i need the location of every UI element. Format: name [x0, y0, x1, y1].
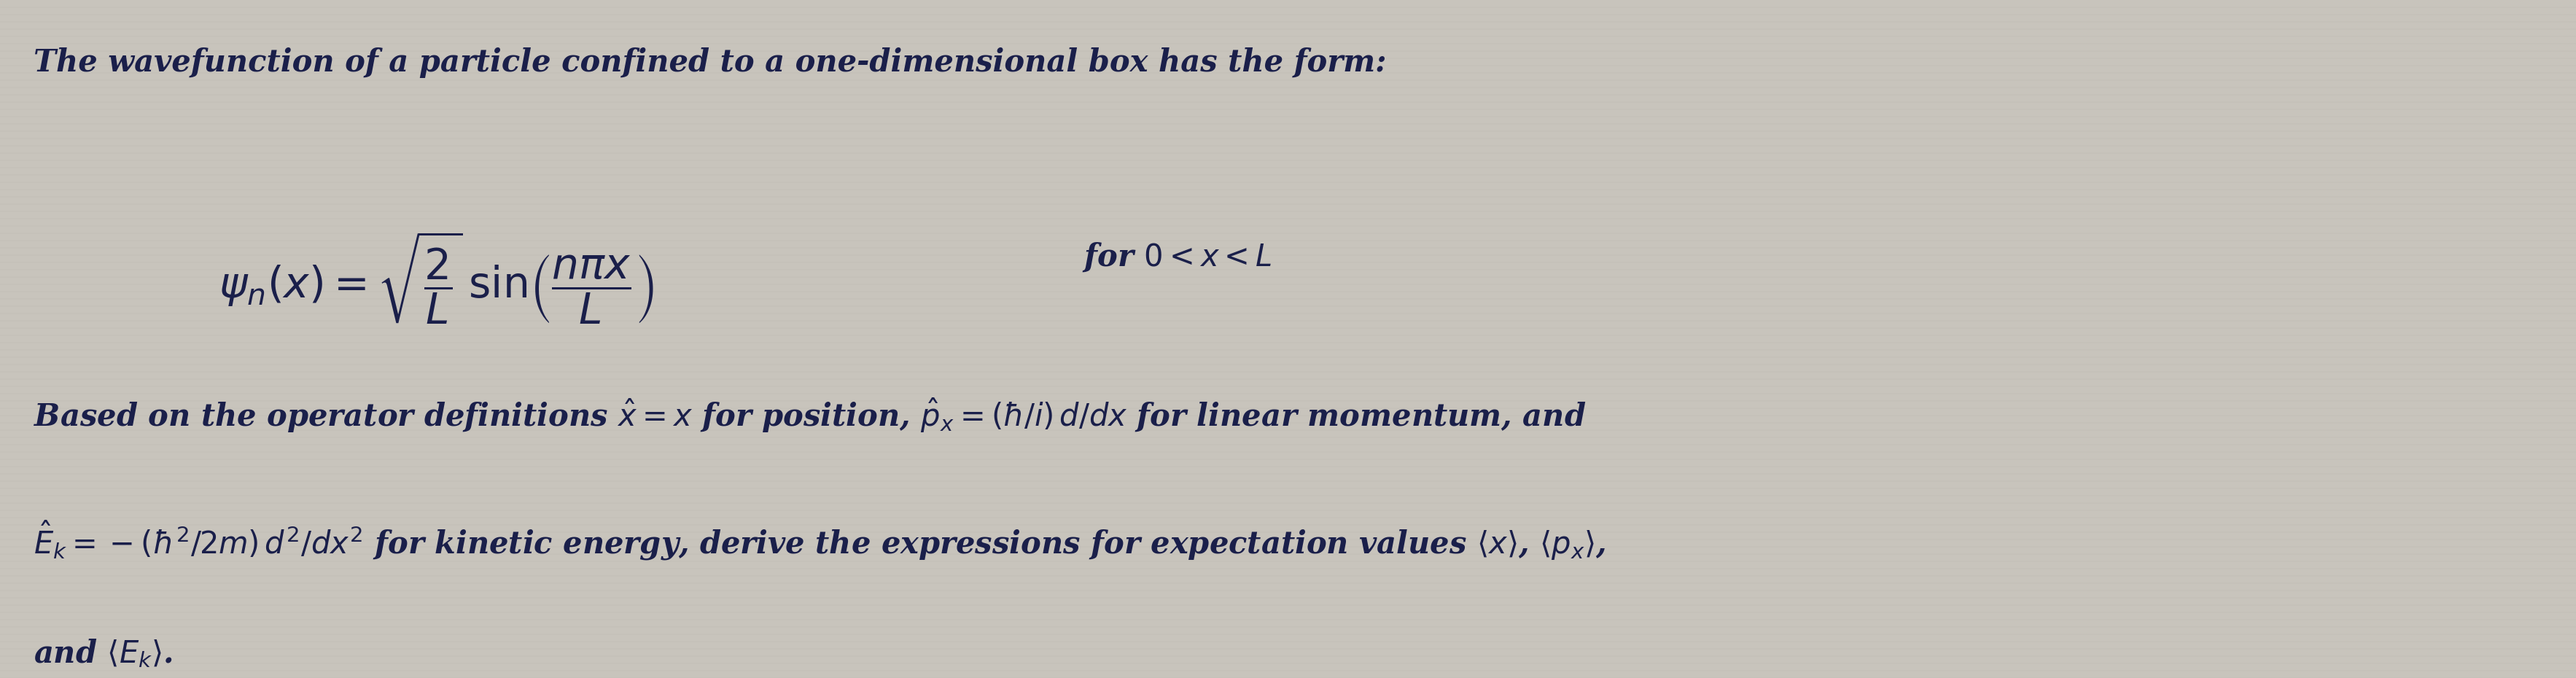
Text: for $0 < x < L$: for $0 < x < L$	[1082, 241, 1273, 273]
Text: $\hat{E}_k = -(\hbar^2/2m)\,d^2/dx^2$ for kinetic energy, derive the expressions: $\hat{E}_k = -(\hbar^2/2m)\,d^2/dx^2$ fo…	[33, 519, 1605, 562]
Text: Based on the operator definitions $\hat{x} = x$ for position, $\hat{p}_x = (\hba: Based on the operator definitions $\hat{…	[33, 397, 1587, 435]
Text: $\psi_n(x) = \sqrt{\dfrac{2}{L}}\,\sin\!\left(\dfrac{n\pi x}{L}\right)$: $\psi_n(x) = \sqrt{\dfrac{2}{L}}\,\sin\!…	[219, 231, 654, 327]
Text: The wavefunction of a particle confined to a one-dimensional box has the form:: The wavefunction of a particle confined …	[33, 47, 1386, 78]
Text: and $\langle E_k \rangle$.: and $\langle E_k \rangle$.	[33, 637, 173, 669]
